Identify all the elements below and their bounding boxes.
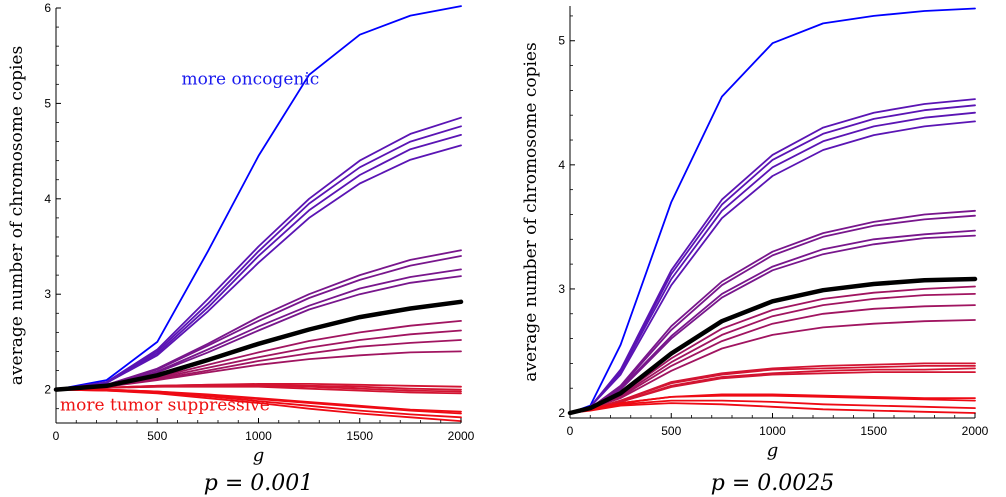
chart-2-series-line-5 bbox=[569, 120, 976, 414]
chart-1-y-tick-label: 2 bbox=[44, 383, 51, 397]
chart-2-y-axis-label: average number of chromosome copies bbox=[521, 42, 541, 381]
chart-1-series-line-22 bbox=[55, 388, 462, 422]
chart-1-x-tick-label: 1000 bbox=[245, 429, 272, 443]
chart-2-y-tick-label: 3 bbox=[558, 282, 565, 296]
chart-1-y-tick-label: 4 bbox=[44, 192, 51, 206]
chart-1-x-tick-label: 2000 bbox=[448, 429, 475, 443]
chart-2-x-tick-label: 1500 bbox=[860, 424, 887, 438]
chart-1-y-tick-label: 3 bbox=[44, 287, 51, 301]
chart-2-y-tick-label: 4 bbox=[558, 158, 565, 172]
chart-1-series-line-7 bbox=[55, 255, 462, 391]
chart-1-series-line-10 bbox=[53, 299, 464, 392]
chart-2-series-line-21 bbox=[569, 399, 976, 414]
chart-1-series-line-20 bbox=[55, 388, 462, 415]
chart-2-y-tick-label: 5 bbox=[558, 34, 565, 48]
chart-2-x-axis-label: g bbox=[767, 440, 779, 461]
chart-2-caption: p = 0.0025 bbox=[711, 471, 834, 496]
chart-2-x-tick-label: 0 bbox=[567, 424, 574, 438]
chart-2-series-line-10 bbox=[567, 276, 978, 416]
chart-2-y-tick-label: 2 bbox=[558, 406, 565, 420]
chart-1-series-line-18 bbox=[55, 385, 462, 395]
chart-1-series-line-5 bbox=[55, 144, 462, 391]
chart-1-x-tick-label: 0 bbox=[53, 429, 60, 443]
chart-2-x-tick-label: 500 bbox=[661, 424, 681, 438]
chart-2-series-line-1 bbox=[569, 7, 976, 414]
chart-1-y-tick-label: 6 bbox=[44, 1, 51, 15]
chart-2: 0 500 1000 1500 2000 2 3 4 5 g average number of c… bbox=[521, 6, 989, 496]
chart-1-x-tick-label: 1500 bbox=[346, 429, 373, 443]
chart-1: 0 500 1000 1500 2000 2 3 4 5 6 g average number of … bbox=[7, 1, 475, 496]
chart-2-series-line-22 bbox=[569, 402, 976, 414]
chart-1-series-line-2 bbox=[55, 116, 462, 391]
chart-1-y-axis-label: average number of chromosome copies bbox=[7, 46, 27, 385]
chart-1-annotation: more tumor suppressive bbox=[60, 396, 270, 416]
chart-1-annotation: more oncogenic bbox=[182, 69, 320, 89]
chart-1-series-line-1 bbox=[55, 5, 462, 391]
chart-2-x-tick-label: 2000 bbox=[962, 424, 989, 438]
chart-1-y-tick-label: 5 bbox=[44, 96, 51, 110]
chart-1-x-axis-label: g bbox=[253, 445, 265, 466]
chart-1-caption: p = 0.001 bbox=[204, 471, 313, 496]
chart-2-x-tick-label: 1000 bbox=[759, 424, 786, 438]
chart-1-x-tick-label: 500 bbox=[147, 429, 167, 443]
chart-1-series-line-3 bbox=[55, 125, 462, 391]
